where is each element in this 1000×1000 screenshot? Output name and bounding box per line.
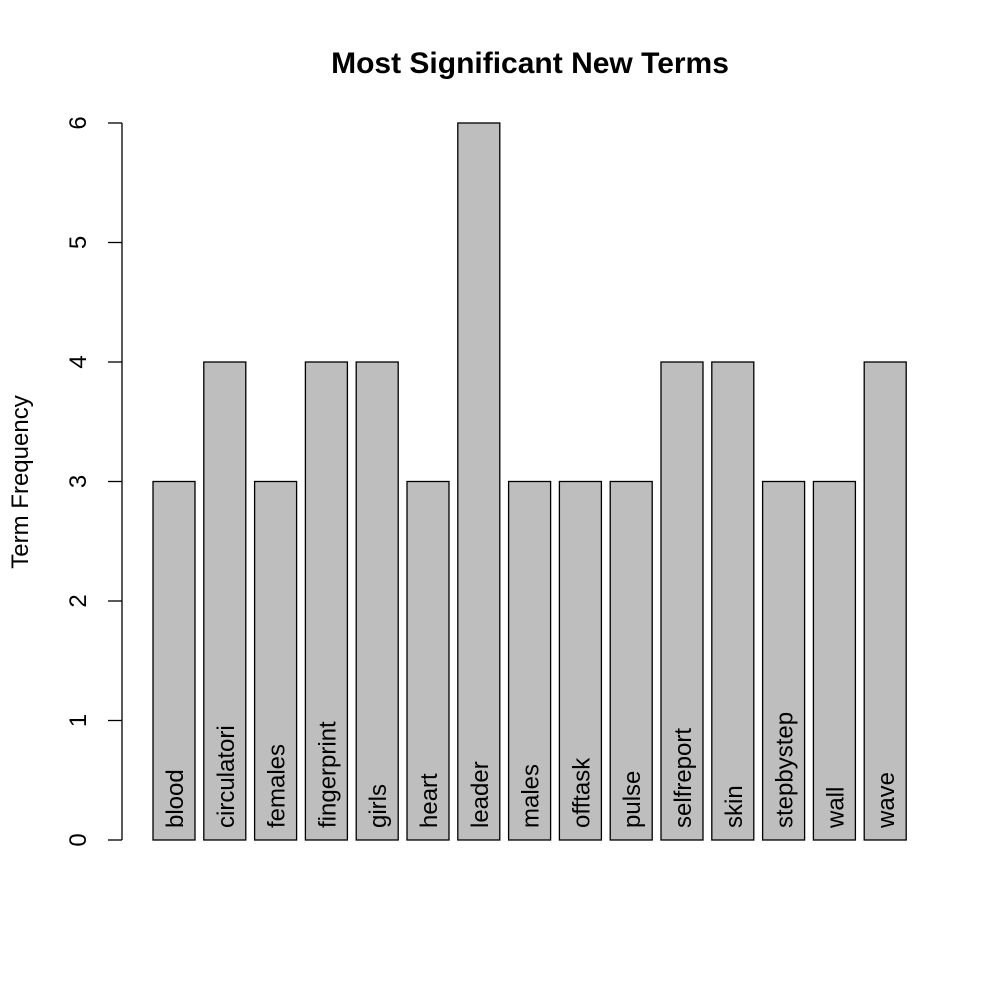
bar-category-label: stepbystep	[772, 712, 799, 828]
bar	[711, 361, 755, 841]
bar-category-label: wall	[822, 787, 849, 829]
bar	[660, 361, 704, 841]
bar-category-label: fingerprint	[314, 721, 341, 828]
bar	[812, 480, 857, 841]
bar-category-label: blood	[162, 769, 189, 828]
bar	[152, 480, 196, 841]
y-tick-label: 1	[65, 714, 92, 727]
bar	[203, 361, 247, 841]
bar-category-label: offtask	[568, 757, 595, 828]
bar-category-label: females	[264, 744, 291, 828]
y-axis-label: Term Frequency	[7, 395, 34, 568]
bar-category-label: skin	[721, 785, 748, 828]
bar-category-label: heart	[416, 773, 443, 828]
bar	[355, 361, 399, 841]
bar	[609, 480, 653, 841]
bar-category-label: wave	[873, 772, 900, 829]
y-tick-label: 0	[65, 833, 92, 846]
bar-category-label: pulse	[619, 771, 646, 828]
bar	[863, 361, 907, 841]
bar-labels-group: blood circulatori females fingerprint girls h…	[162, 712, 900, 829]
y-tick-label: 3	[65, 475, 92, 488]
bar	[253, 480, 298, 841]
chart-title: Most Significant New Terms	[331, 47, 729, 80]
bar-category-label: males	[518, 764, 545, 828]
bar	[507, 480, 552, 841]
bar	[304, 361, 349, 841]
bars-group	[152, 122, 907, 841]
y-tick-label: 2	[65, 594, 92, 607]
bar	[558, 480, 603, 841]
bar-category-label: selfreport	[670, 728, 697, 828]
bar	[406, 480, 450, 841]
bar-category-label: circulatori	[213, 725, 240, 828]
bar-category-label: leader	[467, 761, 494, 828]
y-tick-label: 6	[65, 116, 92, 129]
bar-category-label: girls	[365, 784, 392, 828]
y-tick-label: 4	[65, 355, 92, 368]
bar	[761, 480, 806, 841]
bar	[457, 122, 501, 841]
y-axis: 0 1 2 3 4 5 6	[65, 116, 123, 847]
y-tick-label: 5	[65, 236, 92, 249]
